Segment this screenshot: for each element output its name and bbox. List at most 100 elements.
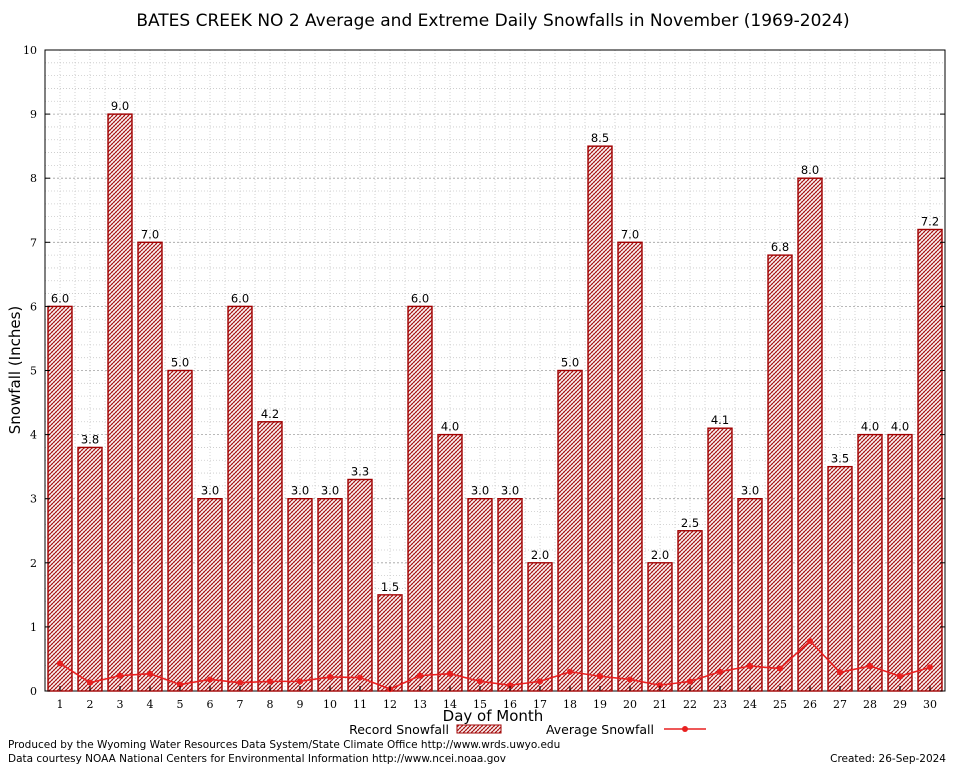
bar-value-label: 6.0 — [411, 291, 429, 305]
y-tick-label: 3 — [30, 493, 37, 506]
record-bar-day-25 — [767, 254, 793, 692]
y-tick-label: 8 — [30, 172, 37, 185]
y-tick-label: 9 — [30, 108, 37, 121]
y-tick-label: 4 — [30, 429, 37, 442]
average-point-day-16 — [507, 682, 513, 689]
average-point-day-15 — [477, 678, 483, 685]
bar-value-label: 3.5 — [831, 452, 849, 466]
bar-value-label: 6.0 — [231, 291, 249, 305]
x-axis-label: Day of Month — [443, 707, 544, 725]
y-tick-label: 5 — [30, 365, 37, 378]
record-bar-day-27 — [827, 465, 853, 692]
average-point-day-10 — [327, 673, 333, 680]
x-tick-label: 29 — [893, 698, 907, 711]
y-tick-label: 6 — [30, 300, 37, 313]
average-point-day-18 — [567, 668, 573, 675]
x-axis-ticks: 1 2 3 4 5 6 7 8 9 10 11 12 13 14 15 16 17 18 19 20 21 22 23 24 2… — [57, 686, 937, 711]
x-tick-label: 17 — [533, 698, 547, 711]
record-bar-day-15 — [467, 498, 493, 692]
x-tick-label: 14 — [443, 698, 457, 711]
x-tick-label: 1 — [57, 698, 64, 711]
average-point-day-26 — [807, 638, 813, 645]
x-tick-label: 11 — [353, 698, 367, 711]
record-bar-day-11 — [347, 478, 373, 692]
record-bar-day-22 — [677, 530, 703, 692]
bar-value-label: 9.0 — [111, 99, 129, 113]
legend-average-label: Average Snowfall — [546, 722, 654, 737]
record-bar-day-3 — [107, 113, 133, 692]
record-bar-day-10 — [317, 498, 343, 692]
average-point-day-7 — [237, 679, 243, 686]
bar-value-label: 3.0 — [321, 484, 339, 498]
average-point-day-17 — [537, 678, 543, 685]
x-tick-label: 13 — [413, 698, 427, 711]
average-point-day-11 — [357, 674, 363, 681]
bar-value-label: 8.0 — [801, 163, 819, 177]
y-tick-label: 10 — [23, 44, 37, 57]
average-point-day-8 — [267, 678, 273, 685]
average-point-day-14 — [447, 670, 453, 677]
average-point-day-24 — [747, 663, 753, 670]
bar-value-label: 5.0 — [171, 356, 189, 370]
y-axis-ticks: 0 1 2 3 4 5 6 7 8 9 10 — [23, 44, 945, 698]
footer-created-date: Created: 26-Sep-2024 — [830, 753, 946, 765]
bar-value-label: 3.0 — [201, 484, 219, 498]
bar-value-label: 6.8 — [771, 240, 789, 254]
bar-value-label: 4.0 — [861, 420, 879, 434]
record-bar-day-28 — [857, 433, 883, 692]
footer-produced-by: Produced by the Wyoming Water Resources … — [8, 739, 561, 751]
record-bar-day-21 — [647, 562, 673, 692]
x-tick-label: 7 — [237, 698, 244, 711]
bar-value-label: 6.0 — [51, 291, 69, 305]
x-tick-label: 28 — [863, 698, 877, 711]
average-point-day-22 — [687, 678, 693, 685]
y-axis-label: Snowfall (Inches) — [6, 306, 24, 434]
average-point-day-13 — [417, 672, 423, 679]
bar-value-label: 3.0 — [291, 484, 309, 498]
record-bar-day-30 — [917, 228, 943, 692]
y-tick-label: 2 — [30, 557, 37, 570]
bar-value-label: 3.8 — [81, 432, 99, 446]
average-point-day-23 — [717, 668, 723, 675]
bar-label-group: 6.0 3.8 9.0 7.0 5.0 3.0 6.0 4.2 3.0 3.0 3.3 1.5 6.0 4… — [51, 99, 939, 594]
record-bar-day-5 — [167, 369, 193, 692]
y-tick-label: 1 — [30, 621, 37, 634]
average-point-day-2 — [87, 679, 93, 686]
bar-value-label: 3.0 — [501, 484, 519, 498]
chart-title: BATES CREEK NO 2 Average and Extreme Dai… — [136, 11, 849, 31]
x-tick-label: 22 — [683, 698, 697, 711]
average-point-day-9 — [297, 678, 303, 685]
footer-data-courtesy: Data courtesy NOAA National Centers for … — [8, 753, 507, 765]
average-point-day-19 — [597, 673, 603, 680]
x-tick-label: 6 — [207, 698, 214, 711]
bar-value-label: 3.0 — [741, 484, 759, 498]
x-tick-label: 15 — [473, 698, 487, 711]
x-tick-label: 12 — [383, 698, 397, 711]
average-line-series — [57, 638, 933, 693]
x-tick-label: 30 — [923, 698, 937, 711]
x-tick-label: 20 — [623, 698, 637, 711]
bar-value-label: 3.3 — [351, 464, 369, 478]
x-tick-label: 4 — [147, 698, 154, 711]
average-point-day-30 — [927, 664, 933, 671]
bar-value-label: 4.0 — [441, 420, 459, 434]
record-bar-day-18 — [557, 369, 583, 692]
record-bar-day-6 — [197, 498, 223, 692]
record-bar-day-8 — [257, 421, 283, 692]
bar-value-label: 2.0 — [651, 548, 669, 562]
average-point-day-28 — [867, 663, 873, 670]
record-bar-day-7 — [227, 305, 253, 692]
average-point-day-20 — [627, 676, 633, 683]
record-bar-day-4 — [137, 241, 163, 692]
legend-record-swatch — [456, 724, 502, 734]
legend-record-label: Record Snowfall — [349, 722, 449, 737]
average-point-day-5 — [177, 681, 183, 688]
average-point-day-29 — [897, 673, 903, 680]
bar-value-label: 4.2 — [261, 407, 279, 421]
record-bar-day-9 — [287, 498, 313, 692]
bar-value-label: 4.1 — [711, 413, 729, 427]
record-bar-day-12 — [377, 594, 403, 692]
average-point-day-4 — [147, 670, 153, 677]
x-tick-label: 18 — [563, 698, 577, 711]
average-point-day-3 — [117, 672, 123, 679]
